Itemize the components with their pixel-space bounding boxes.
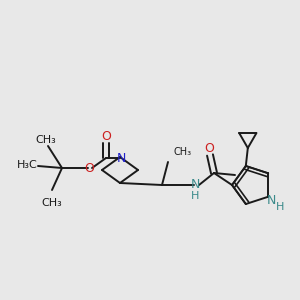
Text: N: N [266,194,276,207]
Text: N: N [190,178,200,191]
Text: O: O [101,130,111,142]
Text: CH₃: CH₃ [173,147,191,157]
Text: CH₃: CH₃ [42,198,62,208]
Text: CH₃: CH₃ [36,135,56,145]
Text: O: O [84,161,94,175]
Text: N: N [116,152,126,164]
Text: H: H [276,202,284,212]
Text: H: H [191,191,199,201]
Text: O: O [204,142,214,154]
Text: H₃C: H₃C [16,160,38,170]
